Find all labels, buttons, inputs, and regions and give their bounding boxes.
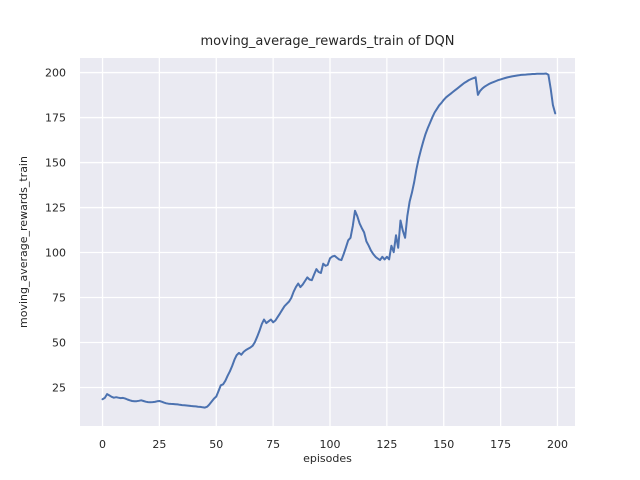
data-line (101, 72, 557, 409)
x-tick-label: 75 (266, 438, 280, 451)
x-tick-label: 200 (547, 438, 568, 451)
x-tick-label: 150 (433, 438, 454, 451)
y-tick-label: 75 (52, 292, 66, 305)
axes-background (80, 58, 575, 426)
x-axis-label: episodes (303, 452, 352, 465)
y-tick-label: 175 (45, 112, 66, 125)
x-tick-label: 25 (152, 438, 166, 451)
x-tick-label: 175 (490, 438, 511, 451)
y-tick-label: 100 (45, 247, 66, 260)
y-tick-labels: 25 50 75 100 125 150 175 200 (45, 67, 66, 395)
x-tick-label: 0 (99, 438, 106, 451)
x-tick-label: 100 (320, 438, 341, 451)
y-tick-label: 125 (45, 202, 66, 215)
grid-lines (80, 58, 575, 426)
chart-title: moving_average_rewards_train of DQN (201, 34, 455, 49)
x-tick-labels: 0 25 50 75 100 125 150 175 200 (99, 438, 568, 451)
x-tick-label: 125 (376, 438, 397, 451)
y-axis-label: moving_average_rewards_train (17, 156, 30, 328)
y-tick-label: 200 (45, 67, 66, 80)
y-tick-label: 150 (45, 157, 66, 170)
y-tick-label: 50 (52, 337, 66, 350)
y-tick-label: 25 (52, 381, 66, 394)
x-tick-label: 50 (209, 438, 223, 451)
